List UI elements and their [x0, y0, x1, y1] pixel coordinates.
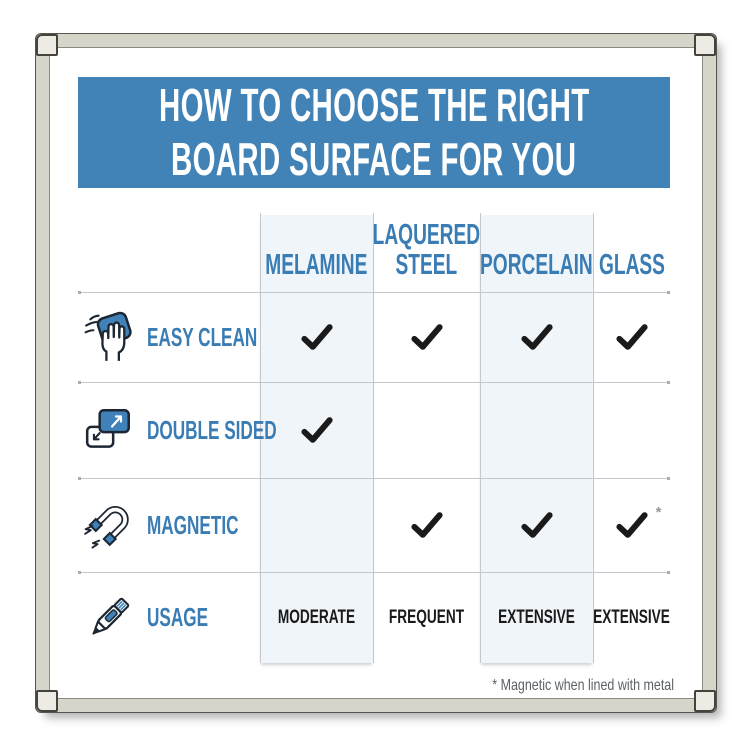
hand-wipe-icon — [82, 310, 136, 364]
checkmark-icon — [520, 511, 554, 539]
checkmark-icon — [615, 323, 649, 351]
grid-hline — [78, 291, 670, 294]
row-label-easy-clean: EASY CLEAN — [78, 292, 260, 382]
feature-label: USAGE — [147, 602, 209, 632]
magnetic-footnote: * Magnetic when lined with metal — [492, 677, 674, 694]
grid-vline — [593, 213, 594, 663]
cell-double-sided-porcelain — [480, 382, 593, 478]
checkmark-icon — [300, 416, 334, 444]
double-sided-icon — [82, 403, 136, 457]
column-header-label: MELAMINE — [265, 249, 368, 282]
column-header-label: LAQUERED STEEL — [372, 218, 481, 282]
comparison-table: MELAMINE LAQUERED STEEL PORCELAIN GLASS — [78, 213, 670, 663]
checkmark-icon — [410, 323, 444, 351]
cell-easy-clean-porcelain — [480, 292, 593, 382]
checkmark-icon — [300, 323, 334, 351]
checkmark-icon: * — [615, 504, 662, 539]
title-banner: HOW TO CHOOSE THE RIGHT BOARD SURFACE FO… — [78, 77, 670, 188]
marker-icon — [82, 591, 136, 645]
cell-usage-glass: EXTENSIVE — [593, 606, 670, 628]
column-header-label: GLASS — [598, 249, 665, 282]
whiteboard: HOW TO CHOOSE THE RIGHT BOARD SURFACE FO… — [36, 34, 716, 712]
cell-easy-clean-glass — [593, 292, 670, 382]
cell-double-sided-melamine — [260, 382, 373, 478]
row-label-magnetic: MAGNETIC — [78, 478, 260, 572]
magnetic-footnote-asterisk: * — [655, 504, 662, 521]
row-label-double-sided: DOUBLE SIDED — [78, 382, 277, 478]
title-line-1: HOW TO CHOOSE THE RIGHT — [158, 78, 590, 131]
cell-easy-clean-laquered-steel — [373, 292, 480, 382]
grid-vline — [260, 213, 261, 663]
checkmark-icon — [520, 323, 554, 351]
shaded-column-porcelain — [480, 215, 593, 663]
grid-hline — [78, 571, 670, 574]
grid-vline — [480, 213, 481, 663]
grid-vline — [373, 213, 374, 663]
feature-label: DOUBLE SIDED — [147, 414, 277, 445]
cell-usage-laquered-steel: FREQUENT — [388, 606, 465, 628]
feature-label: EASY CLEAN — [147, 321, 258, 352]
feature-label: MAGNETIC — [147, 509, 239, 540]
checkmark-icon — [410, 511, 444, 539]
frame-corner-bottom-right — [694, 690, 716, 712]
frame-corner-bottom-left — [36, 690, 58, 712]
frame-corner-top-right — [694, 34, 716, 56]
magnet-icon — [82, 498, 136, 552]
column-header-label: PORCELAIN — [480, 249, 593, 282]
cell-magnetic-glass: * — [593, 478, 670, 572]
cell-magnetic-melamine — [260, 478, 373, 572]
column-header-laquered-steel: LAQUERED STEEL — [373, 213, 480, 292]
header-spacer — [78, 213, 260, 292]
cell-usage-porcelain: EXTENSIVE — [498, 606, 575, 628]
cell-magnetic-laquered-steel — [373, 478, 480, 572]
grid-hline — [78, 477, 670, 480]
frame-corner-top-left — [36, 34, 58, 56]
cell-usage-melamine: MODERATE — [277, 606, 356, 628]
row-label-usage: USAGE — [78, 572, 260, 663]
cell-double-sided-laquered-steel — [373, 382, 480, 478]
column-header-melamine: MELAMINE — [260, 213, 373, 292]
column-header-porcelain: PORCELAIN — [480, 213, 593, 292]
grid-hline — [78, 381, 670, 384]
column-header-glass: GLASS — [593, 213, 670, 292]
title-line-2: BOARD SURFACE FOR YOU — [171, 132, 577, 185]
cell-double-sided-glass — [593, 382, 670, 478]
cell-easy-clean-melamine — [260, 292, 373, 382]
cell-magnetic-porcelain — [480, 478, 593, 572]
